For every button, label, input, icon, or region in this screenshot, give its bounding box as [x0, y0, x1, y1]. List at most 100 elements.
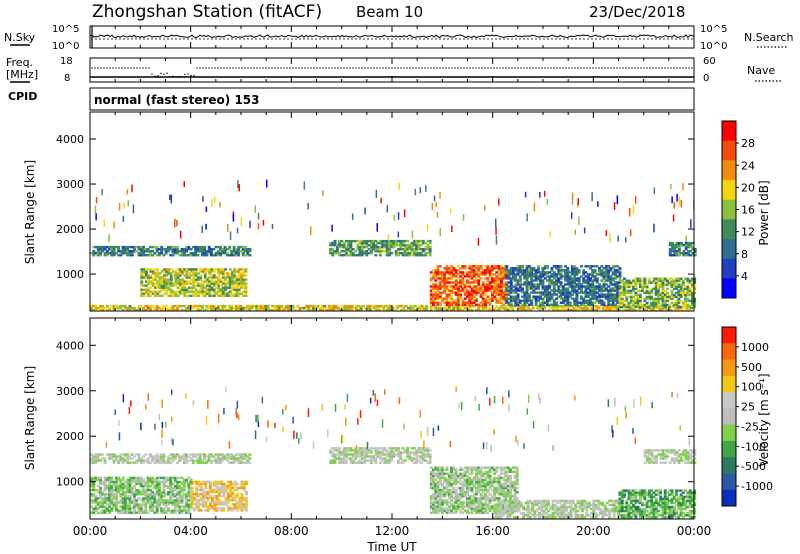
heatmap-cell [548, 297, 552, 300]
heatmap-cell [557, 285, 561, 288]
nave-dot [226, 67, 228, 69]
heatmap-cell [356, 451, 360, 454]
heatmap-cell [620, 305, 624, 309]
nsearch-dot [183, 38, 185, 40]
heatmap-cell [345, 306, 349, 310]
heatmap-cell [627, 285, 631, 288]
nave-dot [349, 67, 351, 69]
heatmap-cell [103, 505, 107, 508]
heatmap-cell [176, 274, 180, 277]
heatmap-cell [246, 304, 250, 308]
heatmap-cell [242, 503, 246, 506]
heatmap-cell [505, 291, 509, 294]
heatmap-cell [463, 303, 467, 306]
heatmap-cell [119, 495, 123, 498]
heatmap-cell [429, 295, 433, 298]
heatmap-cell [144, 254, 148, 257]
heatmap-cell [350, 309, 354, 312]
heatmap-cell [555, 283, 558, 286]
nave-dot [289, 67, 291, 69]
heatmap-cell [219, 457, 222, 460]
heatmap-cell [180, 489, 184, 492]
heatmap-cell [412, 250, 416, 253]
heatmap-cell [518, 309, 521, 312]
heatmap-cell [575, 285, 579, 288]
heatmap-cell [623, 289, 626, 292]
heatmap-cell [215, 280, 218, 283]
heatmap-cell [237, 453, 241, 456]
heatmap-cell [157, 486, 161, 490]
heatmap-cell [114, 245, 118, 249]
heatmap-cell [262, 309, 265, 312]
colorbar-tick-label: 24 [741, 159, 755, 172]
heatmap-cell [614, 287, 617, 290]
heatmap-cell [207, 453, 211, 456]
heatmap-cell [96, 478, 100, 482]
heatmap-cell [212, 274, 216, 277]
heatmap-cell [139, 480, 143, 484]
heatmap-cell [445, 279, 449, 282]
heatmap-cell [155, 461, 159, 464]
heatmap-cell [552, 281, 556, 284]
heatmap-cell [438, 283, 442, 286]
heatmap-cell [192, 492, 196, 496]
heatmap-cell [126, 511, 130, 514]
heatmap-cell [618, 297, 622, 301]
heatmap-cell [466, 291, 469, 294]
heatmap-cell [636, 279, 640, 282]
heatmap-cell [679, 293, 683, 297]
heatmap-cell [335, 453, 339, 456]
heatmap-cell [604, 267, 608, 270]
heatmap-cell [652, 303, 656, 307]
nave-dot [556, 67, 558, 69]
nave-dot [298, 67, 300, 69]
heatmap-cell [582, 301, 586, 304]
heatmap-cell [103, 252, 107, 255]
heatmap-cell [231, 503, 235, 506]
heatmap-cell [217, 278, 221, 281]
heatmap-cell [367, 455, 371, 458]
heatmap-speck [322, 190, 324, 197]
heatmap-cell [527, 295, 531, 298]
heatmap-cell [174, 294, 178, 297]
heatmap-cell [126, 503, 130, 506]
heatmap-cell [461, 271, 465, 274]
heatmap-cell [507, 293, 511, 296]
heatmap-cell [663, 293, 667, 297]
heatmap-cell [232, 250, 236, 253]
heatmap-cell [550, 289, 554, 292]
heatmap-cell [358, 451, 362, 454]
heatmap-speck [232, 214, 235, 222]
heatmap-speck [682, 183, 684, 191]
heatmap-cell [331, 243, 335, 247]
heatmap-cell [126, 497, 130, 500]
nsearch-dot [591, 38, 593, 40]
heatmap-cell [149, 280, 153, 283]
heatmap-cell [500, 273, 503, 276]
heatmap-cell [679, 295, 683, 299]
heatmap-cell [470, 295, 474, 298]
heatmap-cell [509, 304, 512, 308]
heatmap-cell [641, 303, 644, 307]
heatmap-cell [417, 241, 421, 245]
heatmap-cell [521, 295, 524, 298]
heatmap-cell [169, 282, 173, 285]
heatmap-cell [230, 453, 234, 456]
heatmap-cell [582, 291, 586, 294]
heatmap-cell [591, 271, 595, 274]
heatmap-cell [178, 484, 182, 488]
heatmap-cell [477, 306, 481, 310]
heatmap-cell [226, 484, 230, 488]
heatmap-cell [574, 309, 578, 312]
heatmap-cell [231, 490, 235, 494]
heatmap-cell [647, 293, 651, 297]
heatmap-cell [153, 486, 157, 490]
heatmap-cell [531, 306, 535, 310]
nave-dot [112, 67, 114, 69]
heatmap-cell [358, 245, 362, 249]
nsearch-dot [555, 38, 557, 40]
heatmap-cell [463, 275, 467, 278]
heatmap-cell [443, 306, 447, 310]
nsearch-dot [407, 38, 409, 40]
heatmap-cell [128, 507, 132, 510]
